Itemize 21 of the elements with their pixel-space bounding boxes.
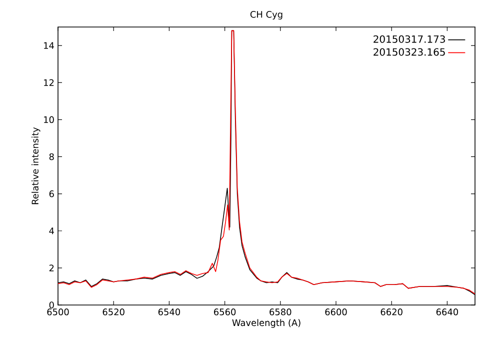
x-tick-label: 6600 (325, 308, 347, 316)
y-tick-label: 6 (49, 190, 54, 198)
x-tick-label: 6520 (102, 308, 124, 316)
x-tick-label: 6640 (436, 308, 458, 316)
y-axis-title: Relative intensity (32, 127, 40, 204)
y-tick-label: 2 (49, 264, 54, 272)
y-tick-label: 14 (44, 42, 54, 49)
legend-label: 20150323.165 (374, 48, 445, 56)
chart-title: CH Cyg (250, 10, 282, 20)
y-tick-label: 8 (49, 153, 54, 160)
x-axis-title: Wavelength (A) (232, 319, 300, 328)
y-tick-label: 10 (44, 116, 54, 124)
y-tick-label: 12 (44, 79, 54, 86)
x-tick-label: 6540 (158, 308, 180, 316)
y-tick-label: 0 (49, 302, 54, 308)
legend-label: 20150317.173 (374, 35, 445, 43)
y-tick-label: 4 (49, 228, 54, 234)
x-tick-label: 6560 (214, 308, 236, 316)
x-tick-label: 6620 (380, 308, 402, 316)
x-tick-label: 6500 (47, 308, 69, 316)
x-tick-label: 6580 (270, 308, 292, 316)
